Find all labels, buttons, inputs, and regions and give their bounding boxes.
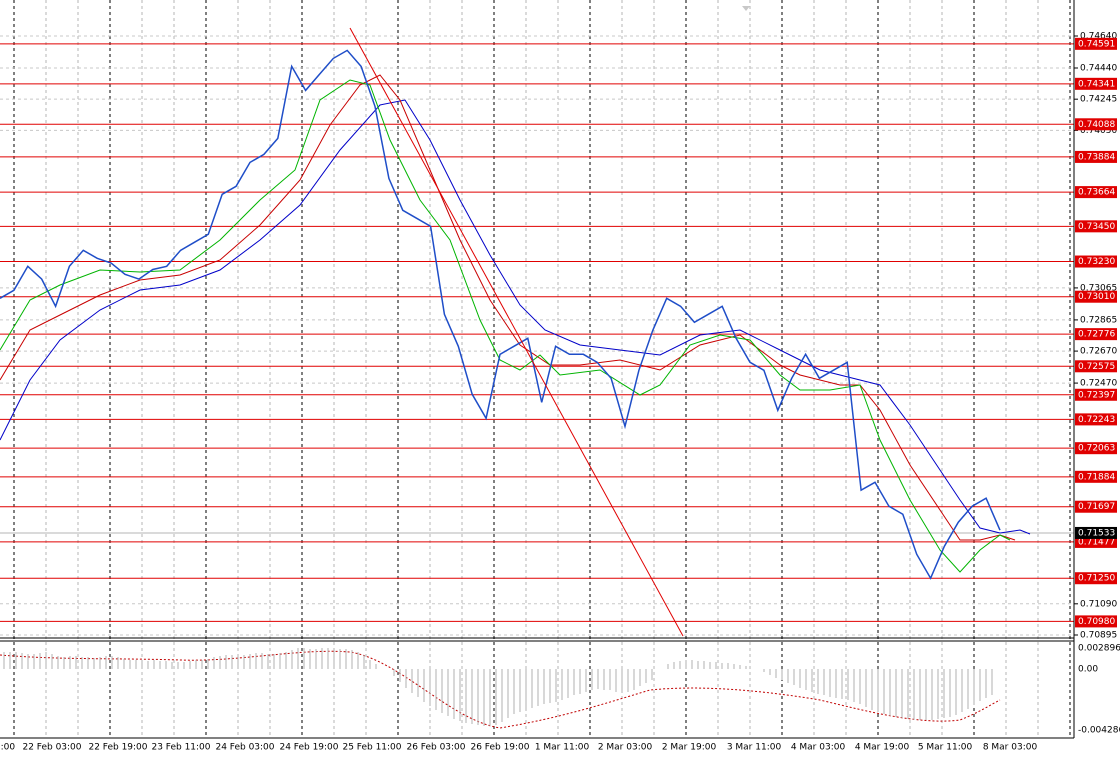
- price-tick-label: 0.73065: [1080, 283, 1117, 293]
- price-tick-label: 0.72670: [1080, 347, 1117, 357]
- level-label-box: [1075, 328, 1117, 341]
- level-label-box: [1075, 77, 1117, 90]
- price-tick-label: 0.72865: [1080, 315, 1117, 325]
- current-price-label: 0.71533: [1078, 528, 1115, 538]
- level-label: 0.71697: [1078, 502, 1115, 512]
- indicator-tick-label: 0.002896: [1078, 644, 1120, 654]
- time-label: 2 Mar 19:00: [662, 743, 717, 753]
- time-label: 26 Feb 03:00: [406, 743, 465, 753]
- time-label: 3 Mar 11:00: [727, 743, 782, 753]
- time-label: 1:00: [0, 743, 15, 753]
- level-label-box: [1075, 150, 1117, 163]
- level-label: 0.71477: [1078, 537, 1115, 547]
- scroll-marker: [742, 6, 750, 11]
- level-label: 0.73664: [1078, 188, 1115, 198]
- level-label-box: [1075, 572, 1117, 585]
- time-label: 26 Feb 19:00: [470, 743, 529, 753]
- level-label: 0.72397: [1078, 390, 1115, 400]
- level-label: 0.72063: [1078, 444, 1115, 454]
- current-price-box: [1075, 526, 1117, 539]
- level-label: 0.70980: [1078, 617, 1115, 627]
- level-label-box: [1075, 388, 1117, 401]
- price-tick-label: 0.71090: [1080, 599, 1117, 609]
- price-tick-label: 0.74245: [1080, 95, 1117, 105]
- level-label: 0.73010: [1078, 292, 1115, 302]
- level-label-box: [1075, 37, 1117, 50]
- level-label-box: [1075, 186, 1117, 199]
- time-label: 8 Mar 03:00: [983, 743, 1038, 753]
- time-label: 1 Mar 11:00: [535, 743, 590, 753]
- time-label: 22 Feb 19:00: [88, 743, 147, 753]
- level-label: 0.74341: [1078, 79, 1115, 89]
- level-label: 0.71884: [1078, 472, 1115, 482]
- level-label-box: [1075, 615, 1117, 628]
- level-label-box: [1075, 360, 1117, 373]
- price-axis: 0.74640 0.74440 0.74245 0.74050 0.73065 0.728…: [1074, 32, 1117, 641]
- level-label: 0.73450: [1078, 222, 1115, 232]
- price-line: [0, 49, 1001, 580]
- level-label: 0.72243: [1078, 415, 1115, 425]
- price-tick-label: 0.74050: [1080, 126, 1117, 136]
- level-label: 0.72776: [1078, 330, 1115, 340]
- time-label: 23 Feb 11:00: [151, 743, 210, 753]
- level-label: 0.71250: [1078, 574, 1115, 584]
- level-label: 0.72575: [1078, 362, 1115, 372]
- time-label: 25 Feb 11:00: [342, 743, 401, 753]
- ma-red: [0, 74, 1016, 541]
- level-label-box: [1075, 413, 1117, 426]
- price-tick-label: 0.74640: [1080, 32, 1117, 42]
- indicator-tick-label: 0.00: [1078, 665, 1098, 675]
- level-label: 0.74088: [1078, 120, 1115, 130]
- time-label: 4 Mar 03:00: [791, 743, 846, 753]
- oscillator-histogram: [3, 648, 993, 726]
- level-label-box: [1075, 442, 1117, 455]
- level-label-box: [1075, 500, 1117, 513]
- level-label-box: [1075, 118, 1117, 131]
- time-label: 4 Mar 19:00: [855, 743, 910, 753]
- price-tick-label: 0.72470: [1080, 379, 1117, 389]
- time-label: 5 Mar 11:00: [918, 743, 973, 753]
- ma-green: [0, 79, 1011, 573]
- time-label: 24 Feb 03:00: [215, 743, 274, 753]
- price-tick-label: 0.74440: [1080, 63, 1117, 73]
- time-label: 22 Feb 03:00: [22, 743, 81, 753]
- level-label: 0.73884: [1078, 152, 1115, 162]
- level-label-box: [1075, 290, 1117, 303]
- level-label-box: [1075, 220, 1117, 233]
- indicator-tick-label: -0.004286: [1078, 726, 1120, 736]
- level-label: 0.73230: [1078, 257, 1115, 267]
- price-tick-label: 0.70895: [1080, 631, 1117, 641]
- level-label-box: [1075, 255, 1117, 268]
- time-label: 2 Mar 03:00: [598, 743, 653, 753]
- oscillator: [0, 650, 1001, 729]
- level-label: 0.74591: [1078, 39, 1115, 49]
- time-label: 24 Feb 19:00: [279, 743, 338, 753]
- levels: [0, 43, 1074, 622]
- trend-line: [349, 27, 684, 637]
- ma-blue: [0, 99, 1031, 535]
- level-label-box: [1075, 470, 1117, 483]
